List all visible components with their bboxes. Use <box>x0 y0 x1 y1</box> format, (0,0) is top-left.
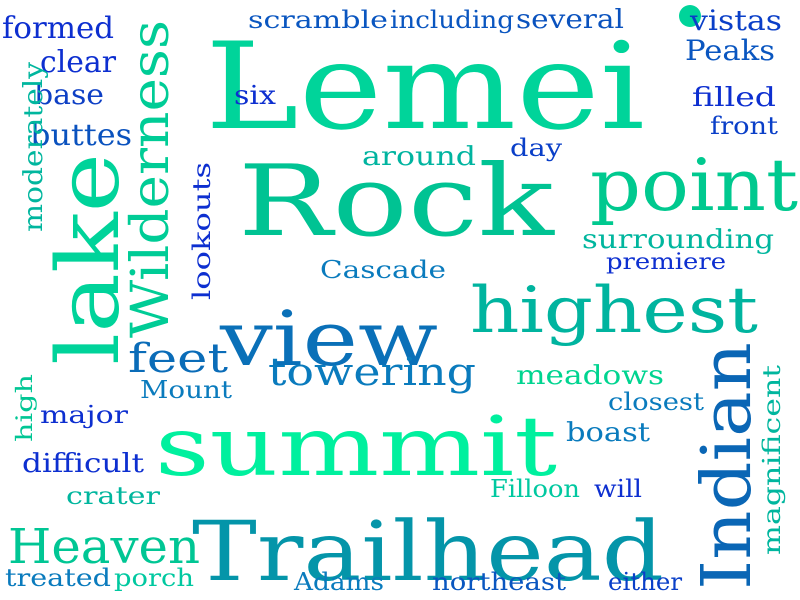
word-highest: highest <box>470 274 758 348</box>
word-around: around <box>362 142 476 172</box>
word-buttes: buttes <box>30 118 132 153</box>
word-formed: formed <box>2 11 114 46</box>
word-magnificent: magnificent <box>758 365 786 555</box>
word-filled: filled <box>692 83 776 113</box>
word-clear: clear <box>40 45 117 80</box>
word-base: base <box>34 78 104 111</box>
word-scramble: scramble <box>248 6 388 34</box>
word-premiere: premiere <box>606 250 726 275</box>
word-moderately: moderately <box>19 62 49 232</box>
word-point: point <box>590 143 798 227</box>
word-front: front <box>710 112 778 140</box>
word-northeast: northeast <box>432 568 566 596</box>
word-wilderness: Wilderness <box>121 20 181 338</box>
word-meadows: meadows <box>516 361 664 391</box>
word-several: several <box>516 5 624 35</box>
word-treated: treated <box>5 564 111 592</box>
word-summit: summit <box>155 400 557 495</box>
word-porch: porch <box>114 564 194 592</box>
word-lookouts: lookouts <box>188 162 216 300</box>
word-major: major <box>40 401 129 429</box>
word-six: six <box>234 81 276 111</box>
word-rock: Rock <box>238 145 556 259</box>
word-boast: boast <box>566 418 651 448</box>
word-crater: crater <box>66 482 161 510</box>
word-lemei: Lemei <box>205 18 645 157</box>
word-vistas: vistas <box>689 4 782 37</box>
word-either: either <box>608 568 683 596</box>
word-difficult: difficult <box>22 449 145 479</box>
word-mount: Mount <box>140 376 232 404</box>
word-day: day <box>510 134 563 162</box>
word-high: high <box>13 374 38 442</box>
word-feet: feet <box>128 336 228 382</box>
word-filloon: Filloon <box>490 475 580 503</box>
word-closest: closest <box>608 388 704 416</box>
word-towering: towering <box>268 350 476 394</box>
word-surrounding: surrounding <box>582 225 774 255</box>
word-indian: Indian <box>688 342 767 590</box>
word-will: will <box>594 475 642 503</box>
word-peaks: Peaks <box>685 34 775 67</box>
word-trailhead: Trailhead <box>192 505 664 600</box>
decorative-dot <box>679 5 701 27</box>
word-lake: lake <box>39 153 139 365</box>
word-cascade: Cascade <box>320 256 446 284</box>
word-view: view <box>219 294 438 383</box>
word-heaven: Heaven <box>8 519 200 575</box>
word-adams: Adams <box>293 568 384 596</box>
word-including: including <box>390 6 514 34</box>
